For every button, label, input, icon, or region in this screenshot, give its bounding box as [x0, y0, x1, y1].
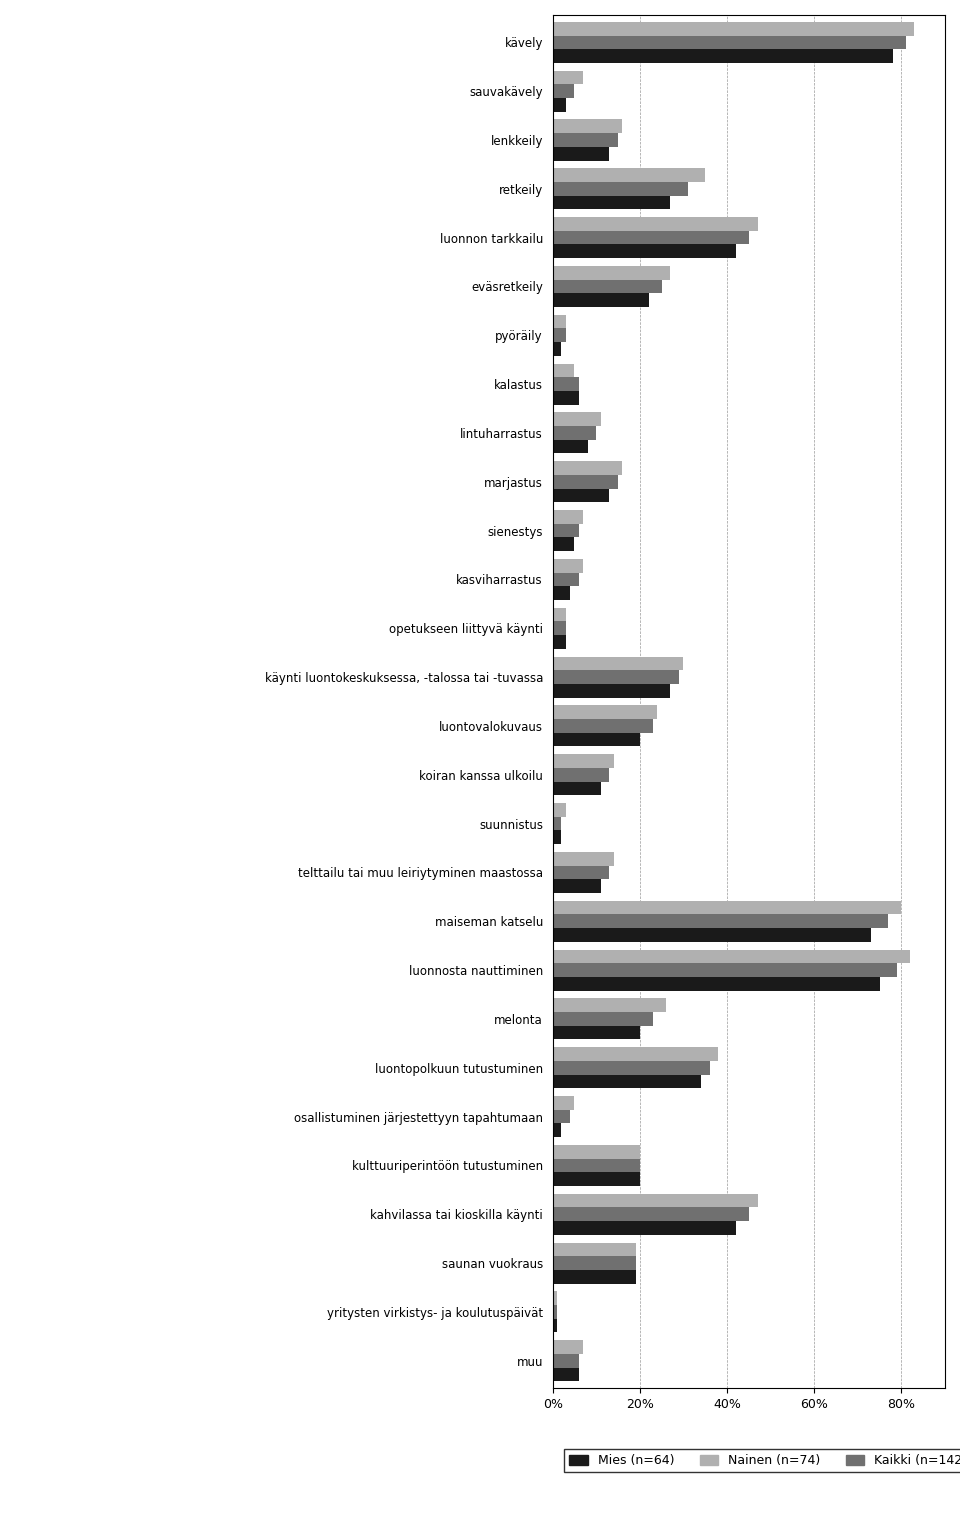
Bar	[553, 634, 565, 648]
Bar	[553, 769, 610, 782]
Bar	[553, 657, 684, 671]
Bar	[553, 866, 610, 880]
Bar	[553, 1194, 757, 1208]
Bar	[553, 84, 574, 98]
Bar	[553, 572, 579, 586]
Bar	[553, 412, 601, 425]
Bar	[553, 1075, 701, 1089]
Bar	[553, 734, 640, 746]
Bar	[553, 98, 565, 111]
Bar	[553, 293, 649, 307]
Bar	[553, 1368, 579, 1382]
Bar	[553, 852, 613, 866]
Bar	[553, 915, 888, 929]
Bar	[553, 195, 670, 209]
Bar	[553, 1096, 574, 1110]
Bar	[553, 49, 893, 63]
Bar	[553, 586, 570, 599]
Bar	[553, 314, 565, 328]
Bar	[553, 390, 579, 404]
Bar	[553, 608, 565, 622]
Bar	[553, 1145, 640, 1159]
Bar	[553, 999, 666, 1013]
Bar	[553, 950, 910, 964]
Bar	[553, 537, 574, 551]
Bar	[553, 523, 579, 537]
Bar	[553, 461, 622, 474]
Bar	[553, 706, 658, 720]
Bar	[553, 1340, 584, 1354]
Bar	[553, 1354, 579, 1368]
Bar	[553, 1026, 640, 1040]
Bar	[553, 509, 584, 523]
Bar	[553, 1110, 570, 1124]
Bar	[553, 683, 670, 697]
Bar	[553, 1048, 718, 1061]
Bar	[553, 1257, 636, 1270]
Bar	[553, 804, 565, 817]
Bar	[553, 377, 579, 390]
Bar	[553, 425, 596, 439]
Bar	[553, 35, 906, 49]
Bar	[553, 70, 584, 84]
Bar	[553, 817, 562, 831]
Bar	[553, 720, 653, 734]
Bar	[553, 21, 915, 35]
Bar	[553, 265, 670, 279]
Bar	[553, 328, 565, 342]
Bar	[553, 978, 879, 991]
Bar	[553, 880, 601, 894]
Bar	[553, 1305, 557, 1319]
Bar	[553, 560, 584, 572]
Bar	[553, 1208, 749, 1222]
Bar	[553, 622, 565, 634]
Bar	[553, 929, 871, 942]
Bar	[553, 1061, 709, 1075]
Bar	[553, 217, 757, 230]
Bar	[553, 901, 901, 915]
Bar	[553, 1173, 640, 1186]
Bar	[553, 831, 562, 845]
Bar	[553, 181, 687, 195]
Bar	[553, 119, 622, 133]
Bar	[553, 1124, 562, 1138]
Bar	[553, 133, 618, 146]
Bar	[553, 230, 749, 244]
Legend: Mies (n=64), Nainen (n=74), Kaikki (n=142): Mies (n=64), Nainen (n=74), Kaikki (n=14…	[564, 1449, 960, 1472]
Bar	[553, 1222, 735, 1235]
Bar	[553, 1292, 557, 1305]
Bar	[553, 1013, 653, 1026]
Bar	[553, 244, 735, 258]
Bar	[553, 1319, 557, 1333]
Bar	[553, 671, 679, 683]
Bar	[553, 488, 610, 502]
Bar	[553, 755, 613, 769]
Bar	[553, 168, 706, 181]
Bar	[553, 439, 588, 453]
Bar	[553, 1270, 636, 1284]
Bar	[553, 474, 618, 488]
Bar	[553, 279, 661, 293]
Bar	[553, 1159, 640, 1173]
Bar	[553, 1243, 636, 1257]
Bar	[553, 146, 610, 160]
Bar	[553, 363, 574, 377]
Bar	[553, 782, 601, 795]
Bar	[553, 964, 897, 978]
Bar	[553, 342, 562, 355]
